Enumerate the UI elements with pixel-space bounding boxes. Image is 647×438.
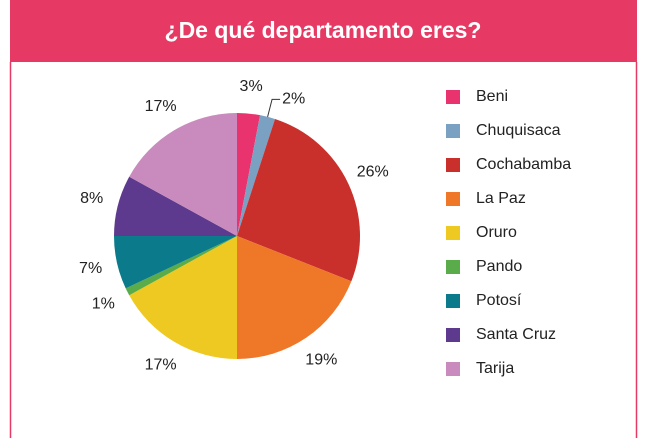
leader-line	[267, 98, 281, 117]
pie-slice	[237, 236, 352, 359]
legend-swatch	[446, 124, 460, 138]
pie-slice	[114, 236, 237, 289]
data-label: 17%	[145, 356, 177, 373]
legend-label: Pando	[476, 258, 522, 275]
legend-swatch	[446, 328, 460, 342]
pie-slice	[129, 236, 237, 359]
legend-label: Santa Cruz	[476, 326, 556, 343]
legend-label: Oruro	[476, 224, 517, 241]
data-label: 17%	[145, 98, 177, 115]
data-label: 19%	[305, 351, 337, 368]
legend-swatch	[446, 294, 460, 308]
data-label: 3%	[240, 78, 263, 95]
legend-swatch	[446, 362, 460, 376]
legend-swatch	[446, 192, 460, 206]
pie-slice	[237, 119, 361, 282]
legend-label: Cochabamba	[476, 156, 571, 173]
legend-label: Chuquisaca	[476, 122, 561, 139]
data-label: 26%	[357, 163, 389, 180]
legend-swatch	[446, 260, 460, 274]
data-label: 2%	[282, 91, 305, 108]
pie-slice	[237, 115, 276, 236]
legend-swatch	[446, 90, 460, 104]
pie-slice	[237, 113, 261, 236]
legend-label: Beni	[476, 88, 508, 105]
data-label: 8%	[80, 190, 103, 207]
legend-swatch	[446, 226, 460, 240]
chart-title: ¿De qué departamento eres?	[165, 17, 482, 43]
pie-slice	[114, 176, 237, 236]
data-label: 1%	[92, 295, 115, 312]
legend-label: La Paz	[476, 190, 526, 207]
legend-label: Tarija	[476, 360, 514, 377]
legend-swatch	[446, 158, 460, 172]
pie-slice	[125, 236, 237, 296]
pie-slice	[129, 113, 237, 236]
data-label: 7%	[79, 260, 102, 277]
header-bar	[10, 0, 637, 62]
legend-label: Potosí	[476, 292, 522, 309]
